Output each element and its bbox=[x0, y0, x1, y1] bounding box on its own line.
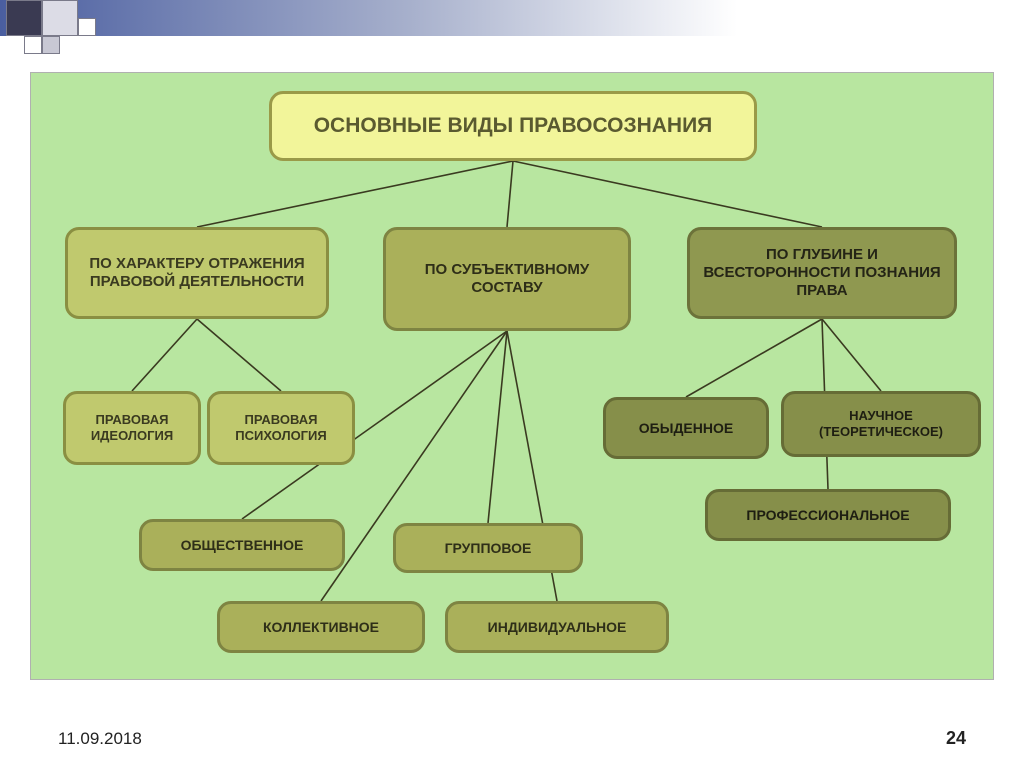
edge bbox=[507, 161, 513, 227]
edge bbox=[488, 331, 507, 523]
node-root: ОСНОВНЫЕ ВИДЫ ПРАВОСОЗНАНИЯ bbox=[269, 91, 757, 161]
node-l2c: КОЛЛЕКТИВНОЕ bbox=[217, 601, 425, 653]
node-l3b: НАУЧНОЕ (ТЕОРЕТИЧЕСКОЕ) bbox=[781, 391, 981, 457]
node-l3c: ПРОФЕССИОНАЛЬНОЕ bbox=[705, 489, 951, 541]
footer-date: 11.09.2018 bbox=[58, 729, 142, 749]
edge bbox=[822, 319, 881, 391]
edge bbox=[132, 319, 197, 391]
node-l2b: ГРУППОВОЕ bbox=[393, 523, 583, 573]
node-l1b: ПРАВОВАЯ ПСИХОЛОГИЯ bbox=[207, 391, 355, 465]
edge bbox=[686, 319, 822, 397]
node-l2a: ОБЩЕСТВЕННОЕ bbox=[139, 519, 345, 571]
edge bbox=[197, 319, 281, 391]
node-b3: ПО ГЛУБИНЕ И ВСЕСТОРОННОСТИ ПОЗНАНИЯ ПРА… bbox=[687, 227, 957, 319]
edge bbox=[197, 161, 513, 227]
diagram-canvas: ОСНОВНЫЕ ВИДЫ ПРАВОСОЗНАНИЯ ПО ХАРАКТЕРУ … bbox=[30, 72, 994, 680]
footer-page-number: 24 bbox=[946, 728, 966, 749]
header-gradient bbox=[0, 0, 1024, 36]
edge bbox=[513, 161, 822, 227]
node-l3a: ОБЫДЕННОЕ bbox=[603, 397, 769, 459]
node-b1: ПО ХАРАКТЕРУ ОТРАЖЕНИЯ ПРАВОВОЙ ДЕЯТЕЛЬН… bbox=[65, 227, 329, 319]
node-l1a: ПРАВОВАЯ ИДЕОЛОГИЯ bbox=[63, 391, 201, 465]
edge-layer bbox=[31, 73, 993, 679]
node-l2d: ИНДИВИДУАЛЬНОЕ bbox=[445, 601, 669, 653]
node-b2: ПО СУБЪЕКТИВНОМУ СОСТАВУ bbox=[383, 227, 631, 331]
corner-decoration bbox=[0, 0, 120, 60]
